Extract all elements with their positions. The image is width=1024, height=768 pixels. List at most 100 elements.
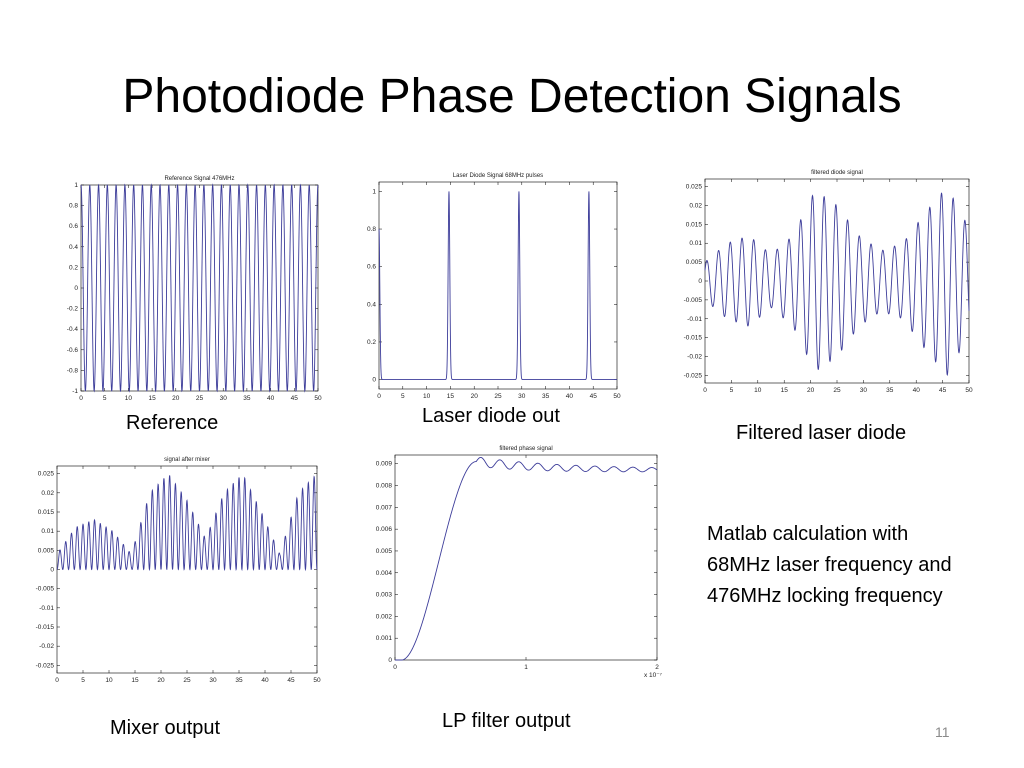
y-tick-label: 0.8 bbox=[69, 203, 78, 210]
x-tick-label: 40 bbox=[267, 395, 275, 402]
x-tick-label: 25 bbox=[183, 677, 191, 684]
axes-box bbox=[394, 454, 658, 661]
x-tick-label: 30 bbox=[518, 393, 526, 400]
y-tick-label: 0.02 bbox=[689, 202, 702, 209]
x-tick-label: 35 bbox=[542, 393, 550, 400]
x-tick-label: 0 bbox=[79, 395, 83, 402]
x-tick-label: 25 bbox=[494, 393, 502, 400]
y-tick-label: -0.8 bbox=[67, 367, 79, 374]
x-tick-label: 10 bbox=[754, 387, 762, 394]
x-tick-label: 25 bbox=[833, 387, 841, 394]
y-tick-label: 0.01 bbox=[689, 240, 702, 247]
y-tick-label: 0.015 bbox=[686, 221, 703, 228]
y-tick-label: 0.005 bbox=[686, 259, 703, 266]
y-tick-label: 0.6 bbox=[69, 223, 78, 230]
x-tick-label: 10 bbox=[125, 395, 133, 402]
chart-title: filtered diode signal bbox=[811, 170, 863, 176]
x-tick-label: 50 bbox=[313, 677, 321, 684]
series-line-0 bbox=[395, 456, 658, 661]
x-tick-label: 0 bbox=[377, 393, 381, 400]
x-multiplier-label: x 10⁻⁷ bbox=[644, 672, 663, 679]
x-tick-label: 10 bbox=[423, 393, 431, 400]
x-tick-label: 5 bbox=[81, 677, 85, 684]
y-tick-label: -0.015 bbox=[36, 624, 55, 631]
series-line-0 bbox=[80, 183, 319, 393]
y-tick-label: -0.005 bbox=[36, 586, 55, 593]
y-tick-label: -0.02 bbox=[687, 354, 702, 361]
x-tick-label: 45 bbox=[939, 387, 947, 394]
y-tick-label: 0.02 bbox=[41, 490, 54, 497]
x-tick-label: 5 bbox=[401, 393, 405, 400]
mixer-chart: signal after mixer 0 5 10 15 20 25 30 35 40 45 50 -0… bbox=[36, 457, 321, 684]
axes-box bbox=[56, 465, 318, 674]
y-tick-label: -0.015 bbox=[684, 335, 703, 342]
y-tick-label: 0.4 bbox=[367, 301, 376, 308]
y-tick-label: 0.008 bbox=[376, 483, 393, 490]
y-tick-label: 0 bbox=[372, 377, 376, 384]
y-tick-label: 0 bbox=[388, 657, 392, 664]
y-tick-label: 1 bbox=[74, 182, 78, 189]
x-tick-label: 45 bbox=[291, 395, 299, 402]
y-tick-label: -0.6 bbox=[67, 347, 79, 354]
y-tick-label: -0.005 bbox=[684, 297, 703, 304]
y-tick-label: 0.004 bbox=[376, 570, 393, 577]
x-tick-label: 30 bbox=[860, 387, 868, 394]
y-tick-label: 0.005 bbox=[376, 548, 393, 555]
y-tick-label: -0.4 bbox=[67, 326, 79, 333]
y-tick-label: -0.025 bbox=[684, 372, 703, 379]
x-tick-label: 15 bbox=[447, 393, 455, 400]
filtered-plot: filtered diode signal 0 5 10 15 20 25 30 35 40 45 5… bbox=[679, 162, 977, 402]
y-tick-label: 0.6 bbox=[367, 264, 376, 271]
x-tick-label: 40 bbox=[566, 393, 574, 400]
x-tick-label: 35 bbox=[243, 395, 251, 402]
x-tick-label: 20 bbox=[807, 387, 815, 394]
y-tick-label: -1 bbox=[72, 388, 78, 395]
series-line-0 bbox=[378, 191, 617, 381]
x-tick-label: 20 bbox=[471, 393, 479, 400]
x-tick-label: 2 bbox=[655, 664, 659, 671]
note-text: Matlab calculation with 68MHz laser freq… bbox=[707, 523, 952, 607]
lp-plot: filtered phase signal 0 1 2 0 0.001 0.002 0.003… bbox=[365, 437, 665, 685]
x-tick-label: 30 bbox=[220, 395, 228, 402]
axes-box bbox=[378, 181, 618, 390]
filtered-chart: filtered diode signal 0 5 10 15 20 25 30 35 40 45 5… bbox=[684, 170, 973, 394]
slide-number: 11 bbox=[935, 724, 950, 740]
x-tick-label: 5 bbox=[103, 395, 107, 402]
caption-filtered: Filtered laser diode bbox=[736, 422, 907, 444]
x-tick-label: 40 bbox=[261, 677, 269, 684]
x-tick-label: 1 bbox=[524, 664, 528, 671]
y-tick-label: 0.006 bbox=[376, 526, 393, 533]
y-tick-label: 0 bbox=[74, 285, 78, 292]
y-tick-label: 0.003 bbox=[376, 592, 393, 599]
x-tick-label: 5 bbox=[730, 387, 734, 394]
x-tick-label: 0 bbox=[703, 387, 707, 394]
x-tick-label: 10 bbox=[105, 677, 113, 684]
y-tick-label: -0.01 bbox=[39, 605, 54, 612]
x-tick-label: 45 bbox=[590, 393, 598, 400]
y-tick-label: -0.025 bbox=[36, 662, 55, 669]
y-tick-label: 0.01 bbox=[41, 528, 54, 535]
y-tick-label: -0.02 bbox=[39, 643, 54, 650]
x-tick-label: 20 bbox=[172, 395, 180, 402]
chart-title: Laser Diode Signal 68MHz pulses bbox=[453, 173, 543, 179]
y-tick-label: 0.005 bbox=[38, 547, 55, 554]
y-tick-label: 0.025 bbox=[38, 471, 55, 478]
mixer-plot: signal after mixer 0 5 10 15 20 25 30 35 40 45 50 -0… bbox=[25, 451, 322, 686]
x-tick-label: 0 bbox=[393, 664, 397, 671]
x-tick-label: 50 bbox=[314, 395, 322, 402]
x-tick-label: 15 bbox=[131, 677, 139, 684]
x-tick-label: 35 bbox=[235, 677, 243, 684]
y-tick-label: 1 bbox=[372, 188, 376, 195]
slide-title: Photodiode Phase Detection Signals bbox=[122, 70, 902, 123]
axes-box bbox=[80, 184, 319, 392]
y-tick-label: 0.001 bbox=[376, 635, 393, 642]
y-tick-label: 0.4 bbox=[69, 244, 78, 251]
lp-chart: filtered phase signal 0 1 2 0 0.001 0.002 0.003… bbox=[376, 446, 663, 679]
y-tick-label: -0.01 bbox=[687, 316, 702, 323]
caption-lp: LP filter output bbox=[442, 710, 571, 732]
x-tick-label: 30 bbox=[209, 677, 217, 684]
x-tick-label: 35 bbox=[886, 387, 894, 394]
y-tick-label: 0.2 bbox=[367, 339, 376, 346]
y-tick-label: 0.015 bbox=[38, 509, 55, 516]
x-tick-label: 20 bbox=[157, 677, 165, 684]
